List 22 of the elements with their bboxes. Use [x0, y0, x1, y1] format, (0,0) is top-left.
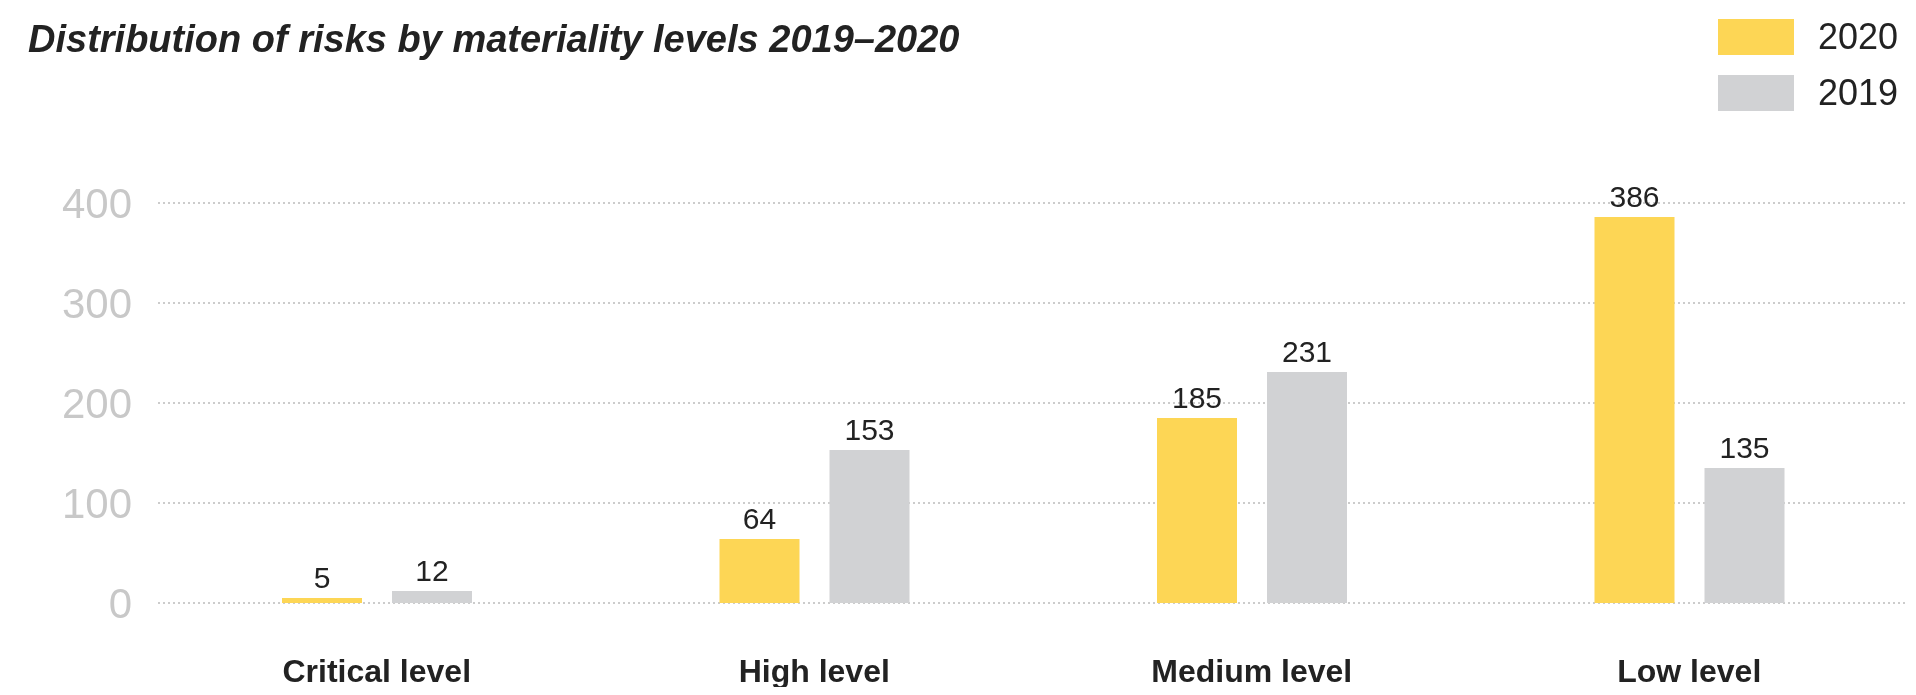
- bar: [392, 591, 472, 603]
- bar: [1704, 468, 1785, 603]
- bar: [1267, 372, 1347, 603]
- bar: [1157, 418, 1237, 603]
- data-label: 12: [415, 554, 449, 587]
- bar: [719, 539, 800, 603]
- x-tick-label: Critical level: [282, 652, 472, 689]
- data-label: 153: [844, 413, 895, 446]
- x-tick-label: Low level: [1617, 652, 1762, 689]
- data-label: 231: [1281, 335, 1333, 368]
- x-tick-label: Medium level: [1151, 652, 1353, 689]
- bar: [1594, 217, 1675, 603]
- chart-title: Distribution of risks by materiality levels 2019–2020: [28, 18, 960, 61]
- data-label: 5: [313, 561, 331, 594]
- data-label: 135: [1719, 431, 1770, 464]
- bar: [282, 598, 362, 603]
- bar: [829, 450, 910, 603]
- data-label: 64: [742, 502, 777, 535]
- data-label: 185: [1171, 381, 1223, 414]
- legend-label: 2020: [1817, 16, 1898, 58]
- data-label: 386: [1609, 180, 1660, 213]
- legend-label: 2019: [1817, 72, 1898, 114]
